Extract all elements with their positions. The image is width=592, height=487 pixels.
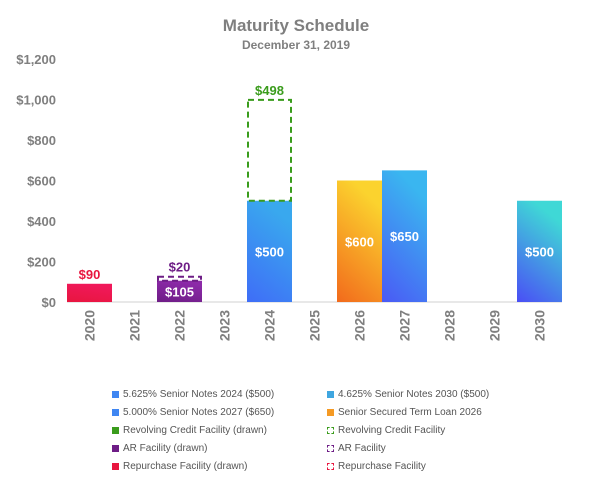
- data-label-2024-5-625-senior-notes-2024-500: $500: [255, 244, 284, 259]
- x-tick-label: 2030: [532, 310, 548, 341]
- legend-item-4-625-senior-notes-2030-500: 4.625% Senior Notes 2030 ($500): [327, 386, 542, 403]
- legend-label: 5.000% Senior Notes 2027 ($650): [123, 407, 275, 418]
- data-label-2027-5-000-senior-notes-2027-650: $650: [390, 229, 419, 244]
- legend-item-ar-facility-drawn: AR Facility (drawn): [112, 440, 327, 457]
- legend-item-revolving-credit-facility-drawn: Revolving Credit Facility (drawn): [112, 422, 327, 439]
- x-tick-label: 2029: [487, 310, 503, 341]
- bar-2026-senior-secured-term-loan-2026: [337, 180, 382, 302]
- legend-item-5-625-senior-notes-2024-500: 5.625% Senior Notes 2024 ($500): [112, 386, 327, 403]
- legend-swatch: [112, 427, 119, 434]
- bar-2030-4-625-senior-notes-2030-500: [517, 200, 562, 302]
- data-label-2030-4-625-senior-notes-2030-500: $500: [525, 244, 554, 259]
- legend: 5.625% Senior Notes 2024 ($500) 4.625% Se…: [112, 386, 552, 475]
- chart-title: Maturity Schedule: [223, 16, 369, 35]
- x-tick-label: 2025: [307, 310, 323, 341]
- data-label-2022-ar-facility-drawn: $105: [165, 284, 194, 299]
- legend-item-ar-facility: AR Facility: [327, 440, 542, 457]
- legend-item-repurchase-facility-drawn: Repurchase Facility (drawn): [112, 458, 327, 475]
- x-tick-label: 2022: [172, 310, 188, 341]
- y-tick-label: $800: [27, 133, 56, 148]
- bar-2022-ar-facility: [157, 275, 202, 282]
- legend-swatch: [327, 391, 334, 398]
- legend-item-senior-secured-term-loan-2026: Senior Secured Term Loan 2026: [327, 404, 542, 421]
- legend-label: Repurchase Facility: [338, 461, 426, 472]
- chart-subtitle: December 31, 2019: [242, 38, 350, 52]
- bars-group: [67, 98, 562, 302]
- x-tick-label: 2020: [82, 310, 98, 341]
- chart-plot: Maturity Schedule December 31, 2019 $0 $2…: [16, 16, 562, 341]
- legend-swatch: [112, 445, 119, 452]
- y-tick-label: $600: [27, 174, 56, 189]
- x-tick-label: 2024: [262, 310, 278, 341]
- legend-swatch: [327, 409, 334, 416]
- y-tick-label: $1,000: [16, 93, 56, 108]
- y-tick-label: $200: [27, 255, 56, 270]
- legend-swatch: [112, 409, 119, 416]
- data-label-2022-ar-facility: $20: [169, 260, 191, 275]
- x-tick-label: 2028: [442, 310, 458, 341]
- legend-swatch: [112, 391, 119, 398]
- y-tick-label: $0: [42, 295, 56, 310]
- y-tick-label: $1,200: [16, 52, 56, 67]
- y-axis: $0 $200 $400 $600 $800 $1,000 $1,200: [16, 52, 56, 310]
- legend-label: Repurchase Facility (drawn): [123, 461, 248, 472]
- data-label-2026-senior-secured-term-loan-2026: $600: [345, 234, 374, 249]
- legend-item-5-000-senior-notes-2027-650: 5.000% Senior Notes 2027 ($650): [112, 404, 327, 421]
- data-label-2020-repurchase-facility-drawn: $90: [79, 267, 101, 282]
- bar-2024-revolving-credit-facility: [247, 98, 292, 202]
- x-axis: 2020 2021 2022 2023 2024 2025 2026 2027 2028 2029…: [82, 310, 548, 341]
- x-tick-label: 2021: [127, 310, 143, 341]
- legend-label: Revolving Credit Facility (drawn): [123, 425, 267, 436]
- x-tick-label: 2026: [352, 310, 368, 341]
- legend-swatch: [327, 463, 334, 470]
- bar-2022-ar-facility-drawn: [157, 280, 202, 302]
- x-tick-label: 2027: [397, 310, 413, 341]
- legend-item-revolving-credit-facility: Revolving Credit Facility: [327, 422, 542, 439]
- bar-2020-repurchase-facility-drawn: [67, 283, 112, 302]
- legend-label: Revolving Credit Facility: [338, 425, 446, 436]
- y-tick-label: $400: [27, 214, 56, 229]
- legend-label: 4.625% Senior Notes 2030 ($500): [338, 389, 490, 400]
- bar-2027-5-000-senior-notes-2027-650: [382, 170, 427, 302]
- data-label-2024-revolving-credit-facility: $498: [255, 83, 284, 98]
- legend-swatch: [112, 463, 119, 470]
- legend-label: AR Facility: [338, 443, 386, 454]
- legend-label: 5.625% Senior Notes 2024 ($500): [123, 389, 275, 400]
- legend-swatch: [327, 427, 334, 434]
- x-tick-label: 2023: [217, 310, 233, 341]
- legend-item-repurchase-facility: Repurchase Facility: [327, 458, 542, 475]
- bar-labels-group: $90 $105 $20 $500 $498 $600 $650 $500: [79, 83, 554, 299]
- legend-label: Senior Secured Term Loan 2026: [338, 407, 482, 418]
- legend-label: AR Facility (drawn): [123, 443, 208, 454]
- legend-swatch: [327, 445, 334, 452]
- bar-2024-5-625-senior-notes-2024-500: [247, 200, 292, 302]
